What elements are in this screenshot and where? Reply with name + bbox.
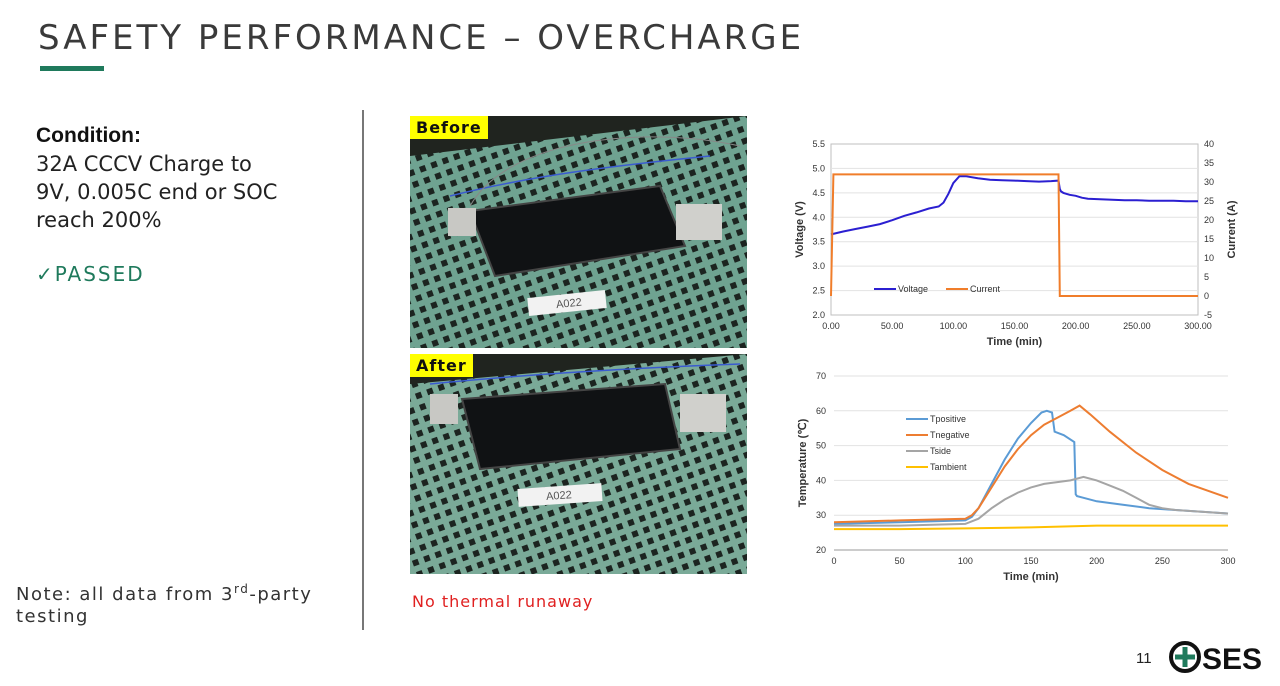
chart1-x-tick: 200.00 [1062,321,1090,331]
title-underline [40,66,104,71]
chart2-x-tick: 0 [831,556,836,566]
before-photo-image: A022 [410,116,747,348]
note-superscript: rd [233,582,250,596]
chart2-y-tick: 50 [816,441,826,451]
chart2-legend-label-tpositive: Tpositive [930,414,966,424]
ses-logo: SES [1168,638,1276,681]
chart2-axes: 20 30 40 50 60 70 0 50 100 150 200 250 300 Time (min)… [797,371,1236,583]
page-number: 11 [1136,650,1152,667]
chart2-y-tick: 70 [816,371,826,381]
chart1-y-tick: 2.5 [812,286,825,296]
note-suffix: -party [249,584,313,605]
after-photo: A022 After [410,354,747,574]
condition-heading: Condition: [36,124,141,147]
chart1-series-current-line [830,173,1198,297]
chart1-y-tick: 3.5 [812,237,825,247]
chart2-x-tick: 50 [895,556,905,566]
chart1-y-tick: 4.5 [812,188,825,198]
note-line-2: testing [16,606,89,627]
chart1-x-tick: 50.00 [881,321,904,331]
chart1-y2-tick: 0 [1204,291,1209,301]
chart1-x-tick: 100.00 [940,321,968,331]
chart2-y-tick: 60 [816,406,826,416]
chart1-series-voltage-line [830,175,1198,236]
chart1-grid [830,143,1199,316]
chart1-legend-label-current: Current [970,284,1001,294]
vertical-divider [362,110,364,630]
chart2-series-tnegative-line [833,404,1229,524]
chart2-x-tick: 300 [1220,556,1235,566]
chart2-series-tambient-line [834,524,1228,531]
chart1-legend-label-voltage: Voltage [898,284,928,294]
chart1-y-tick: 5.5 [812,139,825,149]
ses-logo-mark: SES [1169,641,1262,676]
after-photo-image: A022 [410,354,747,574]
temperature-chart: 20 30 40 50 60 70 0 50 100 150 200 250 300 Time (min)… [797,371,1236,583]
chart1-y2-tick: -5 [1204,310,1212,320]
chart2-y-tick: 20 [816,545,826,555]
chart1-legend: Voltage Current [874,284,1001,294]
chart2-series-tpositive-line [833,409,1229,525]
chart1-y2-tick: 40 [1204,139,1214,149]
chart1-y-tick: 5.0 [812,163,825,173]
chart1-y2-tick: 30 [1204,177,1214,187]
chart1-y-tick: 3.0 [812,261,825,271]
condition-line-1: 32A CCCV Charge to [36,152,252,176]
chart1-y2-tick: 5 [1204,272,1209,282]
before-photo: A022 Before [410,116,747,348]
before-label: Before [410,116,488,139]
condition-line-2: 9V, 0.005C end or SOC [36,180,278,204]
passed-result: ✓PASSED [36,262,145,286]
note-line-1: Note: all data from 3rd-party [16,582,312,605]
chart1-y2-tick: 15 [1204,234,1214,244]
chart1-x-tick: 150.00 [1001,321,1029,331]
chart1-y2-tick: 35 [1204,158,1214,168]
chart1-y2-label: Current (A) [1226,200,1238,258]
chart2-x-tick: 150 [1023,556,1038,566]
chart2-y-tick: 30 [816,510,826,520]
chart1-y-label: Voltage (V) [794,201,806,258]
slide-title: SAFETY PERFORMANCE – OVERCHARGE [38,18,805,58]
chart2-series [833,404,1229,531]
chart2-y-label: Temperature (℃) [797,418,809,507]
after-cell-tag: A022 [546,489,572,503]
voltage-current-chart: 2.0 2.5 3.0 3.5 4.0 4.5 5.0 5.5 -5 0 5 10 15 20 25 30 35… [794,139,1238,348]
after-label: After [410,354,473,377]
note-prefix: Note: all data from 3 [16,584,234,605]
before-cell-tag: A022 [556,296,583,311]
chart2-legend: Tpositive Tnegative Tside Tambient [906,414,970,472]
chart1-x-tick: 300.00 [1184,321,1212,331]
chart1-axes: 2.0 2.5 3.0 3.5 4.0 4.5 5.0 5.5 -5 0 5 10 15 20 25 30 35… [794,139,1238,348]
logo-text: SES [1202,643,1262,676]
chart1-x-tick: 0.00 [822,321,840,331]
chart2-x-tick: 250 [1155,556,1170,566]
chart1-y2-tick: 25 [1204,196,1214,206]
chart2-legend-label-tambient: Tambient [930,462,967,472]
chart2-legend-label-tnegative: Tnegative [930,430,970,440]
chart2-x-tick: 100 [958,556,973,566]
chart2-y-tick: 40 [816,475,826,485]
condition-line-3: reach 200% [36,208,162,232]
chart2-x-tick: 200 [1089,556,1104,566]
chart2-x-label: Time (min) [1003,571,1059,583]
chart1-series [830,173,1198,297]
chart1-x-label: Time (min) [987,336,1043,348]
chart2-series-tside-line [834,475,1229,527]
chart2-grid [834,375,1228,551]
chart1-y2-tick: 20 [1204,215,1214,225]
no-thermal-runaway-caption: No thermal runaway [412,592,594,611]
chart1-plot-frame [830,143,1199,316]
chart1-y-tick: 2.0 [812,310,825,320]
chart1-y-tick: 4.0 [812,212,825,222]
chart1-x-tick: 250.00 [1123,321,1151,331]
chart1-y2-tick: 10 [1204,253,1214,263]
chart2-legend-label-tside: Tside [930,446,951,456]
